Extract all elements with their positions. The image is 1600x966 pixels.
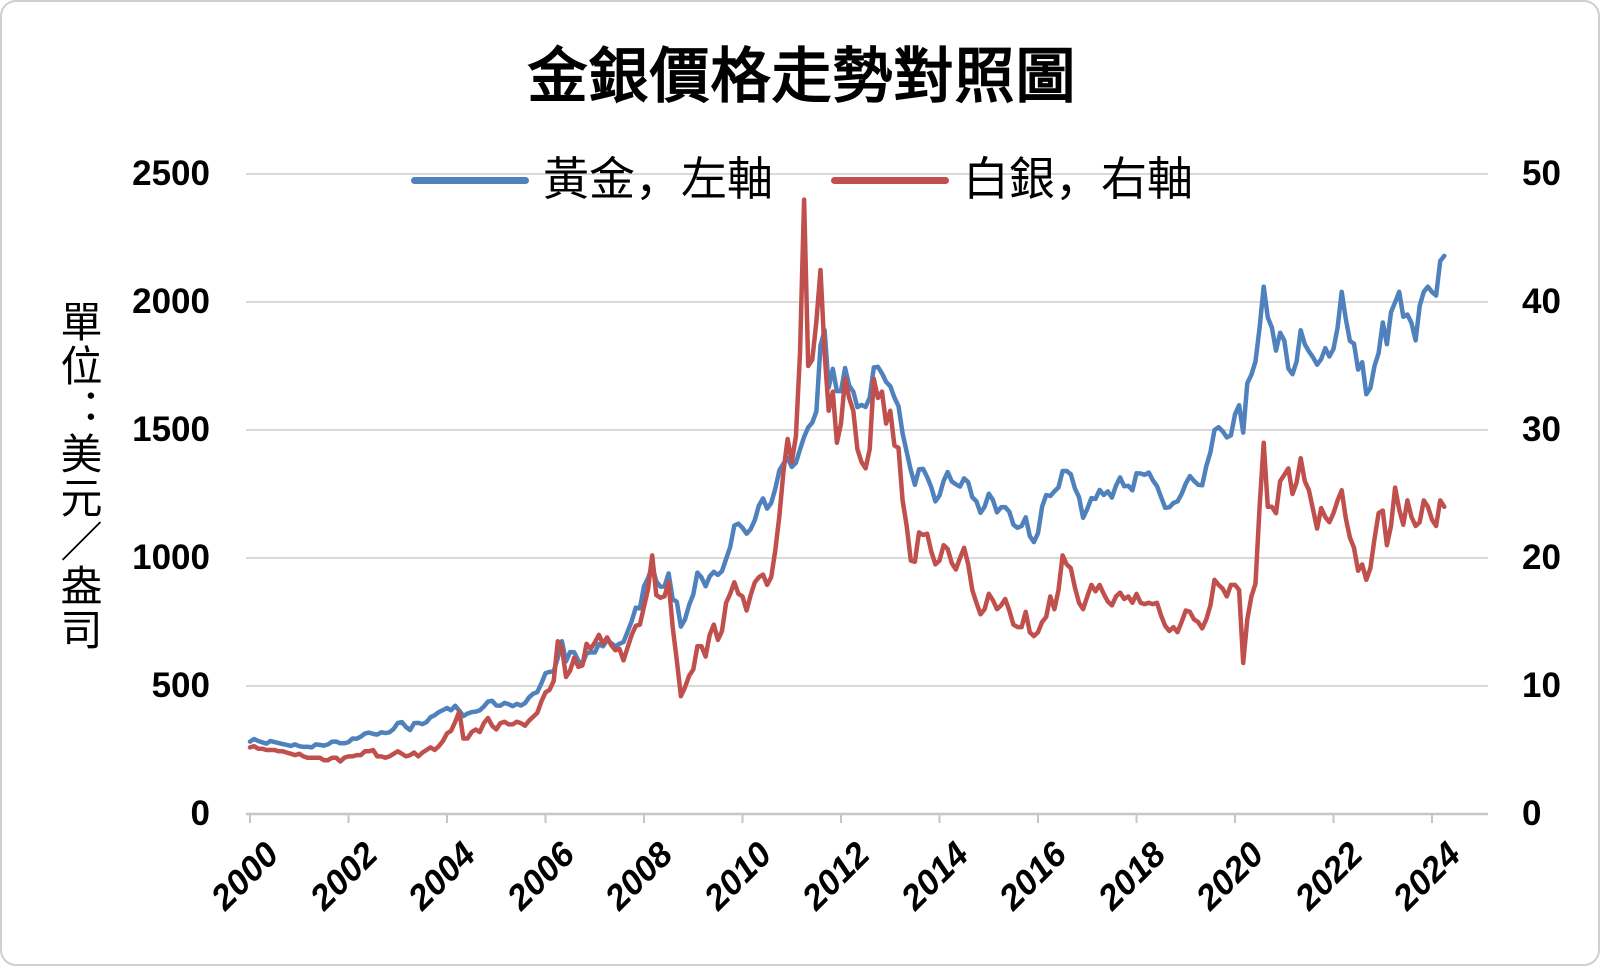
left-tick-label-1500: 1500 (132, 410, 210, 449)
right-tick-label-50: 50 (1522, 154, 1561, 193)
left-tick-label-2000: 2000 (132, 282, 210, 321)
gold-price-line (247, 253, 1447, 750)
left-tick-label-0: 0 (190, 794, 210, 833)
left-tick-label-1000: 1000 (132, 538, 210, 577)
chart-title: 金銀價格走勢對照圖 (527, 44, 1077, 110)
right-tick-label-30: 30 (1522, 410, 1561, 449)
left-tick-label-2500: 2500 (132, 154, 210, 193)
silver-price-line (247, 197, 1447, 764)
left-axis-title: 單位：美元／盎司 (54, 300, 100, 652)
right-tick-label-40: 40 (1522, 282, 1561, 321)
right-tick-label-0: 0 (1522, 794, 1542, 833)
left-tick-label-500: 500 (151, 666, 210, 705)
right-tick-label-20: 20 (1522, 538, 1561, 577)
right-tick-label-10: 10 (1522, 666, 1561, 705)
